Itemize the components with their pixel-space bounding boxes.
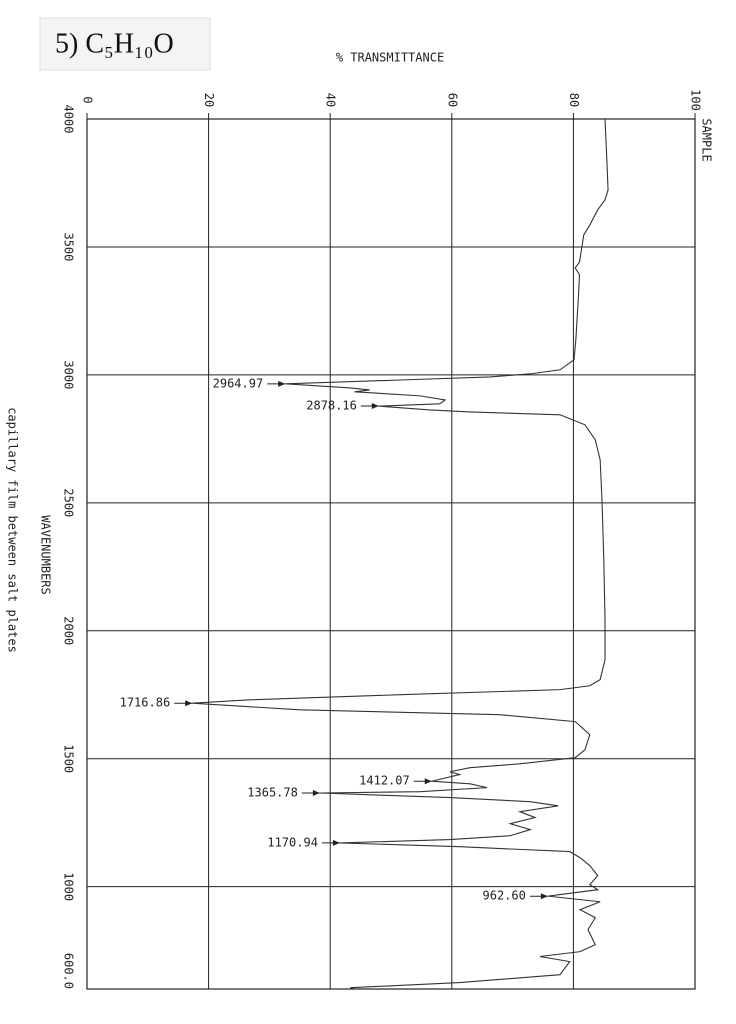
arrow-head	[540, 893, 548, 900]
arrow-head	[278, 380, 286, 387]
y-tick-label: 20	[202, 93, 216, 107]
peak-label: 1170.94	[267, 835, 318, 849]
arrow-head	[371, 403, 379, 410]
x-tick-label: 1000	[62, 872, 76, 901]
x-tick-label: 1500	[62, 744, 76, 773]
spectrum-line	[192, 118, 609, 990]
y-tick-label: 0	[81, 96, 95, 103]
peak-label: 1365.78	[247, 786, 298, 800]
sample-note: capillary film between salt plates	[6, 407, 20, 653]
y-tick-label: 60	[445, 93, 459, 107]
y-tick-label: 80	[567, 93, 581, 107]
peak-label: 962.60	[483, 889, 526, 903]
corner-label: SAMPLE	[700, 118, 714, 161]
arrow-head	[332, 839, 340, 846]
peak-label: 2964.97	[213, 376, 264, 390]
arrow-head	[312, 790, 320, 797]
x-tick-label: 2500	[62, 488, 76, 517]
x-axis-title: WAVENUMBERS	[39, 515, 53, 594]
x-tick-label: 4000	[62, 105, 76, 134]
x-tick-label: 3000	[62, 360, 76, 389]
arrow-head	[424, 778, 432, 785]
y-tick-label: 100	[689, 89, 703, 111]
x-tick-label: 3500	[62, 232, 76, 261]
peak-label: 1716.86	[120, 696, 171, 710]
chart-title: 5) C₅H₁₀O	[55, 28, 174, 59]
peak-label: 1412.07	[359, 774, 410, 788]
x-tick-label: 600.0	[62, 953, 76, 989]
peak-label: 2878.16	[306, 399, 357, 413]
y-axis-title: % TRANSMITTANCE	[336, 51, 444, 65]
x-tick-label: 2000	[62, 616, 76, 645]
y-tick-label: 40	[324, 93, 338, 107]
arrow-head	[185, 700, 193, 707]
label-sticker	[39, 17, 211, 71]
